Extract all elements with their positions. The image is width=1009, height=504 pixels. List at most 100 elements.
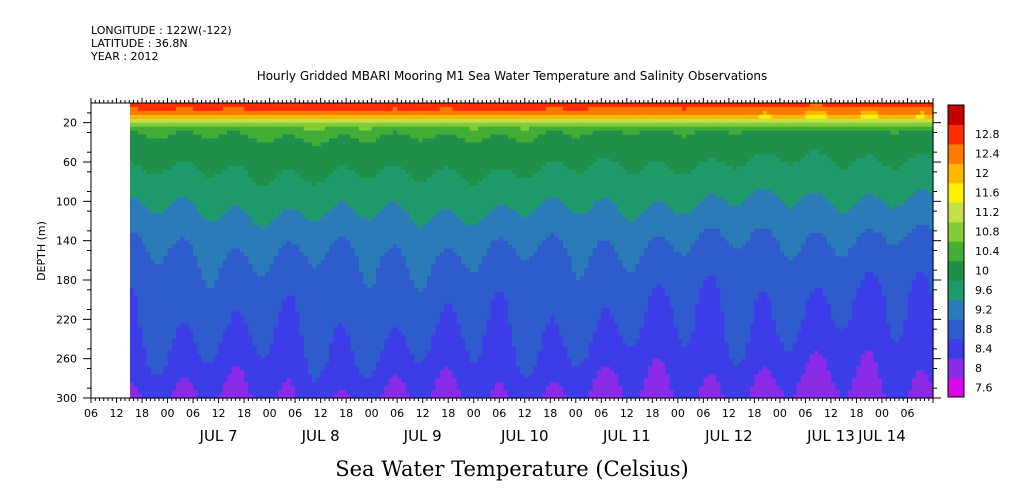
heatmap-cell — [329, 244, 334, 250]
heatmap-cell — [388, 280, 394, 285]
heatmap-cell — [227, 165, 232, 171]
heatmap-cell — [244, 173, 249, 179]
heatmap-cell — [256, 280, 262, 285]
heatmap-cell — [303, 240, 309, 246]
heatmap-cell — [239, 134, 245, 139]
heatmap-cell — [341, 382, 347, 387]
heatmap-cell — [193, 272, 198, 277]
heatmap-cell — [252, 319, 258, 324]
heatmap-cell — [252, 307, 258, 313]
heatmap-cell — [184, 181, 190, 187]
heatmap-cell — [154, 213, 160, 218]
heatmap-cell — [222, 173, 228, 179]
heatmap-cell — [180, 280, 186, 285]
heatmap-cell — [171, 291, 177, 297]
heatmap-cell — [231, 158, 237, 163]
heatmap-cell — [256, 197, 262, 202]
heatmap-cell — [171, 370, 177, 375]
heatmap-cell — [214, 276, 220, 281]
heatmap-cell — [261, 264, 266, 269]
heatmap-cell — [137, 335, 143, 340]
heatmap-cell — [358, 291, 364, 297]
heatmap-cell — [346, 378, 351, 383]
heatmap-cell — [371, 350, 377, 356]
heatmap-cell — [133, 142, 139, 147]
heatmap-cell — [320, 236, 326, 242]
heatmap-cell — [397, 264, 403, 269]
heatmap-cell — [252, 240, 258, 246]
heatmap-cell — [252, 154, 258, 159]
heatmap-cell — [324, 354, 330, 360]
heatmap-cell — [290, 146, 296, 151]
heatmap-cell — [384, 232, 390, 238]
heatmap-cell — [392, 276, 398, 281]
heatmap-cell — [371, 118, 377, 124]
heatmap-cell — [201, 232, 207, 238]
heatmap-cell — [129, 154, 135, 159]
heatmap-cell — [354, 382, 360, 387]
heatmap-cell — [384, 346, 390, 352]
heatmap-cell — [205, 177, 211, 183]
heatmap-cell — [193, 264, 198, 269]
heatmap-cell — [222, 272, 228, 277]
heatmap-cell — [384, 394, 390, 399]
heatmap-cell — [303, 110, 309, 116]
heatmap-cell — [333, 370, 339, 375]
heatmap-cell — [146, 311, 152, 316]
heatmap-cell — [329, 311, 334, 316]
heatmap-cell — [278, 169, 283, 175]
heatmap-cell — [201, 138, 207, 143]
heatmap-cell — [188, 378, 194, 383]
heatmap-cell — [354, 358, 360, 364]
heatmap-cell — [405, 264, 411, 269]
heatmap-cell — [205, 311, 211, 316]
heatmap-cell — [388, 264, 394, 269]
heatmap-cell — [180, 177, 186, 183]
heatmap-cell — [329, 146, 334, 151]
heatmap-cell — [201, 209, 207, 214]
heatmap-cell — [256, 142, 262, 147]
heatmap-cell — [337, 201, 343, 206]
heatmap-cell — [273, 342, 279, 348]
heatmap-cell — [303, 150, 309, 155]
heatmap-cell — [405, 114, 411, 120]
heatmap-cell — [350, 366, 356, 372]
heatmap-cell — [222, 331, 228, 336]
heatmap-cell — [375, 240, 381, 246]
heatmap-cell — [265, 370, 271, 375]
heatmap-cell — [371, 158, 377, 163]
heatmap-cell — [197, 106, 203, 112]
heatmap-cell — [239, 252, 245, 257]
heatmap-cell — [290, 362, 296, 368]
heatmap-cell — [137, 169, 143, 175]
heatmap-cell — [273, 362, 279, 368]
heatmap-cell — [388, 142, 394, 147]
heatmap-cell — [341, 354, 347, 360]
heatmap-cell — [405, 228, 411, 234]
heatmap-cell — [320, 319, 326, 324]
heatmap-cell — [282, 181, 288, 187]
heatmap-cell — [409, 106, 415, 112]
heatmap-cell — [227, 295, 232, 301]
heatmap-cell — [371, 264, 377, 269]
heatmap-cell — [159, 197, 164, 202]
heatmap-cell — [142, 346, 147, 352]
heatmap-cell — [371, 260, 377, 265]
heatmap-cell — [210, 181, 215, 187]
heatmap-cell — [184, 138, 190, 143]
heatmap-cell — [142, 228, 147, 234]
heatmap-cell — [358, 240, 364, 246]
heatmap-cell — [188, 114, 194, 120]
heatmap-cell — [167, 362, 173, 368]
heatmap-cell — [371, 205, 377, 210]
heatmap-cell — [133, 177, 139, 183]
heatmap-cell — [248, 213, 254, 218]
heatmap-cell — [176, 264, 181, 269]
heatmap-cell — [231, 394, 237, 399]
heatmap-cell — [146, 244, 152, 250]
heatmap-cell — [235, 394, 241, 399]
heatmap-cell — [269, 366, 275, 372]
heatmap-cell — [142, 217, 147, 222]
heatmap-cell — [401, 283, 407, 289]
heatmap-cell — [235, 390, 241, 395]
